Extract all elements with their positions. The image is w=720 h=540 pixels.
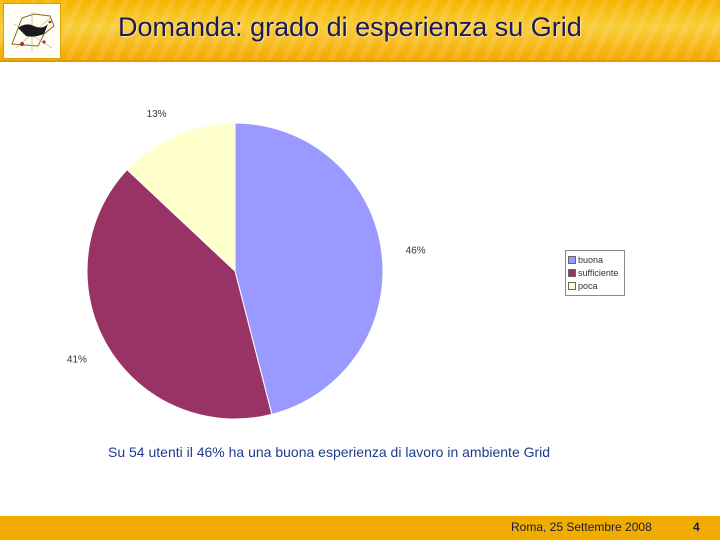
slide-title: Domanda: grado di esperienza su Grid <box>118 12 582 42</box>
legend-label: sufficiente <box>578 267 619 278</box>
chart-legend: buona sufficiente poca <box>565 250 625 296</box>
legend-item-sufficiente: sufficiente <box>568 266 618 279</box>
legend-item-poca: poca <box>568 279 598 292</box>
pie-slice-sufficiente <box>86 168 273 420</box>
pie-slice-buona <box>234 122 384 415</box>
legend-label: buona <box>578 254 604 265</box>
legend-label: poca <box>578 280 598 291</box>
legend-swatch <box>568 281 576 290</box>
title-bar: Domanda: grado di esperienza su Grid <box>0 0 720 62</box>
sicily-grid-logo-icon <box>3 3 61 59</box>
pie-label-sufficiente: 41% <box>67 355 87 366</box>
pie-label-buona: 46% <box>406 245 426 256</box>
pie-slice-poca <box>126 122 236 273</box>
legend-swatch <box>568 268 576 277</box>
footer-date: Roma, 25 Settembre 2008 <box>511 520 652 534</box>
chart-caption: Su 54 utenti il 46% ha una buona esperie… <box>108 444 551 460</box>
page-number: 4 <box>693 520 700 534</box>
legend-item-buona: buona <box>568 253 603 266</box>
pie-label-poca: 13% <box>147 109 167 120</box>
footer-bar: Roma, 25 Settembre 2008 4 <box>0 516 720 540</box>
pie-chart: 46% 41% 13% <box>67 109 426 420</box>
legend-swatch <box>568 255 576 264</box>
